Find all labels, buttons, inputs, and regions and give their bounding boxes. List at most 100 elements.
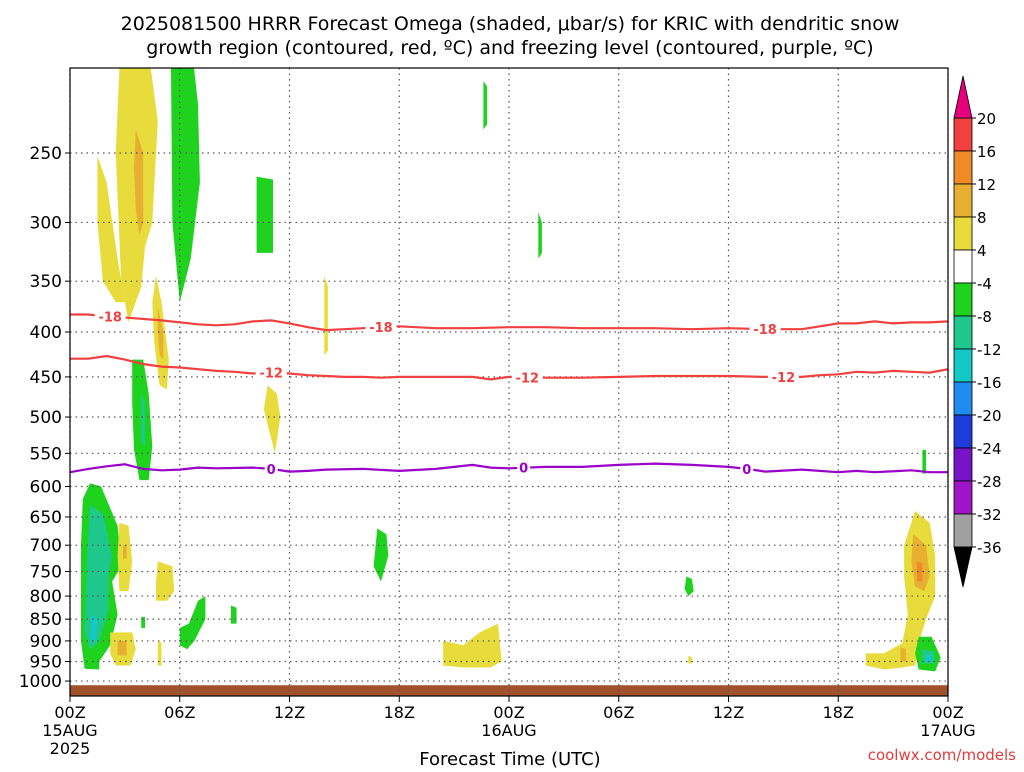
omega-region xyxy=(97,156,125,303)
omega-region xyxy=(373,528,389,582)
colorbar-label: -36 xyxy=(977,539,1002,557)
omega-region xyxy=(922,449,926,474)
contour-label: -18 xyxy=(369,321,393,336)
omega-region xyxy=(117,640,127,656)
y-tick-label: 650 xyxy=(30,508,62,528)
contour-label-bg xyxy=(740,460,754,476)
colorbar-label: -4 xyxy=(977,275,992,293)
colorbar-label: -28 xyxy=(977,473,1002,491)
contour-label: -18 xyxy=(753,323,777,338)
x-tick-label: 12Z xyxy=(713,703,744,722)
omega-region xyxy=(324,275,328,356)
contour-label-bg xyxy=(767,368,799,384)
plot-area: -18 -18 -18 -12 -12 -12 0 0 0 250 300 350 400 450 500 5… xyxy=(19,67,976,758)
omega-region xyxy=(911,534,930,592)
colorbar-bin xyxy=(953,480,973,515)
omega-region xyxy=(170,68,200,303)
colorbar-bin xyxy=(953,315,973,350)
contour-label: 0 xyxy=(519,462,528,477)
colorbar-label: -12 xyxy=(977,341,1002,359)
colorbar-label: -8 xyxy=(977,308,992,326)
contour-label-bg xyxy=(511,369,543,385)
omega-region xyxy=(84,505,113,650)
omega-region xyxy=(134,129,144,235)
colorbar-bin xyxy=(953,447,973,482)
colorbar-label: -24 xyxy=(977,440,1002,458)
colorbar-label: -20 xyxy=(977,407,1002,425)
omega-region xyxy=(900,647,906,662)
contour--18 xyxy=(70,313,948,332)
colorbar-top-arrow xyxy=(953,75,973,119)
contour-label: -18 xyxy=(98,311,122,326)
colorbar-label: 8 xyxy=(977,209,987,227)
contour-label-bg xyxy=(749,321,781,337)
y-tick-label: 300 xyxy=(30,213,62,233)
contour-label: 0 xyxy=(267,463,276,478)
y-tick-label: 950 xyxy=(30,653,62,673)
omega-region xyxy=(90,614,98,641)
colorbar-bin xyxy=(953,348,973,383)
omega-region xyxy=(123,545,127,559)
colorbar-bin xyxy=(953,183,973,218)
contours xyxy=(70,313,948,474)
credit-text: coolwx.com/models xyxy=(868,746,1016,764)
x-tick-label: 06Z xyxy=(164,703,195,722)
y-tick-label: 1000 xyxy=(19,672,62,692)
contour-label: -12 xyxy=(259,367,283,382)
chart-title-line1: 2025081500 HRRR Forecast Omega (shaded, … xyxy=(121,13,900,35)
y-tick-label: 900 xyxy=(30,632,62,652)
contour-label-bg xyxy=(255,364,287,380)
omega-region xyxy=(538,212,542,259)
omega-region xyxy=(443,623,502,668)
x-axis-label: Forecast Time (UTC) xyxy=(419,749,600,768)
omega-region xyxy=(916,561,923,582)
colorbar-bin xyxy=(953,282,973,317)
x-tick-label: 06Z xyxy=(603,703,634,722)
y-tick-label: 700 xyxy=(30,536,62,556)
x-tick-label: 18Z xyxy=(384,703,415,722)
colorbar: 20 16 12 8 4 -4 -8 -12 -16 -20 -24 -28 -32 -36 xyxy=(953,75,1002,588)
contour-label: 0 xyxy=(742,463,751,478)
y-tick-label: 500 xyxy=(30,408,62,428)
x-tick-date: 17AUG xyxy=(920,721,975,740)
colorbar-bin xyxy=(953,513,973,548)
x-tick-label: 00Z xyxy=(493,703,524,722)
omega-region xyxy=(263,385,281,454)
omega-region xyxy=(483,81,488,130)
omega-region xyxy=(157,640,162,666)
omega-region xyxy=(684,576,694,597)
y-tick-label: 600 xyxy=(30,477,62,497)
contour--12 xyxy=(70,354,948,381)
colorbar-label: -16 xyxy=(977,374,1002,392)
x-tick-label: 00Z xyxy=(932,703,963,722)
omega-region xyxy=(156,561,175,601)
contour-label: -12 xyxy=(516,371,540,386)
colorbar-label: 4 xyxy=(977,242,987,260)
omega-region xyxy=(179,596,206,650)
omega-region xyxy=(688,655,692,664)
colorbar-label: 20 xyxy=(977,110,996,128)
contour-label-bg xyxy=(264,460,278,476)
colorbar-bin xyxy=(953,216,973,251)
contour-label: -12 xyxy=(772,371,796,386)
colorbar-bin xyxy=(953,381,973,416)
y-tick-label: 550 xyxy=(30,444,62,464)
y-tick-label: 800 xyxy=(30,587,62,607)
colorbar-bin xyxy=(953,249,973,284)
colorbar-bottom-arrow xyxy=(953,546,973,588)
contour-label-bg xyxy=(365,319,397,335)
x-tick-year: 2025 xyxy=(50,739,91,758)
x-tick-date: 16AUG xyxy=(481,721,536,740)
omega-region xyxy=(256,176,273,253)
omega-region xyxy=(926,654,932,662)
omega-region xyxy=(141,393,145,447)
contour-0 xyxy=(70,462,948,474)
y-tick-label: 400 xyxy=(30,323,62,343)
contour-label-bg xyxy=(94,308,126,324)
colorbar-bin xyxy=(953,150,973,185)
chart-title-line2: growth region (contoured, red, ºC) and f… xyxy=(146,37,873,59)
x-tick-label: 18Z xyxy=(823,703,854,722)
y-tick-label: 350 xyxy=(30,272,62,292)
